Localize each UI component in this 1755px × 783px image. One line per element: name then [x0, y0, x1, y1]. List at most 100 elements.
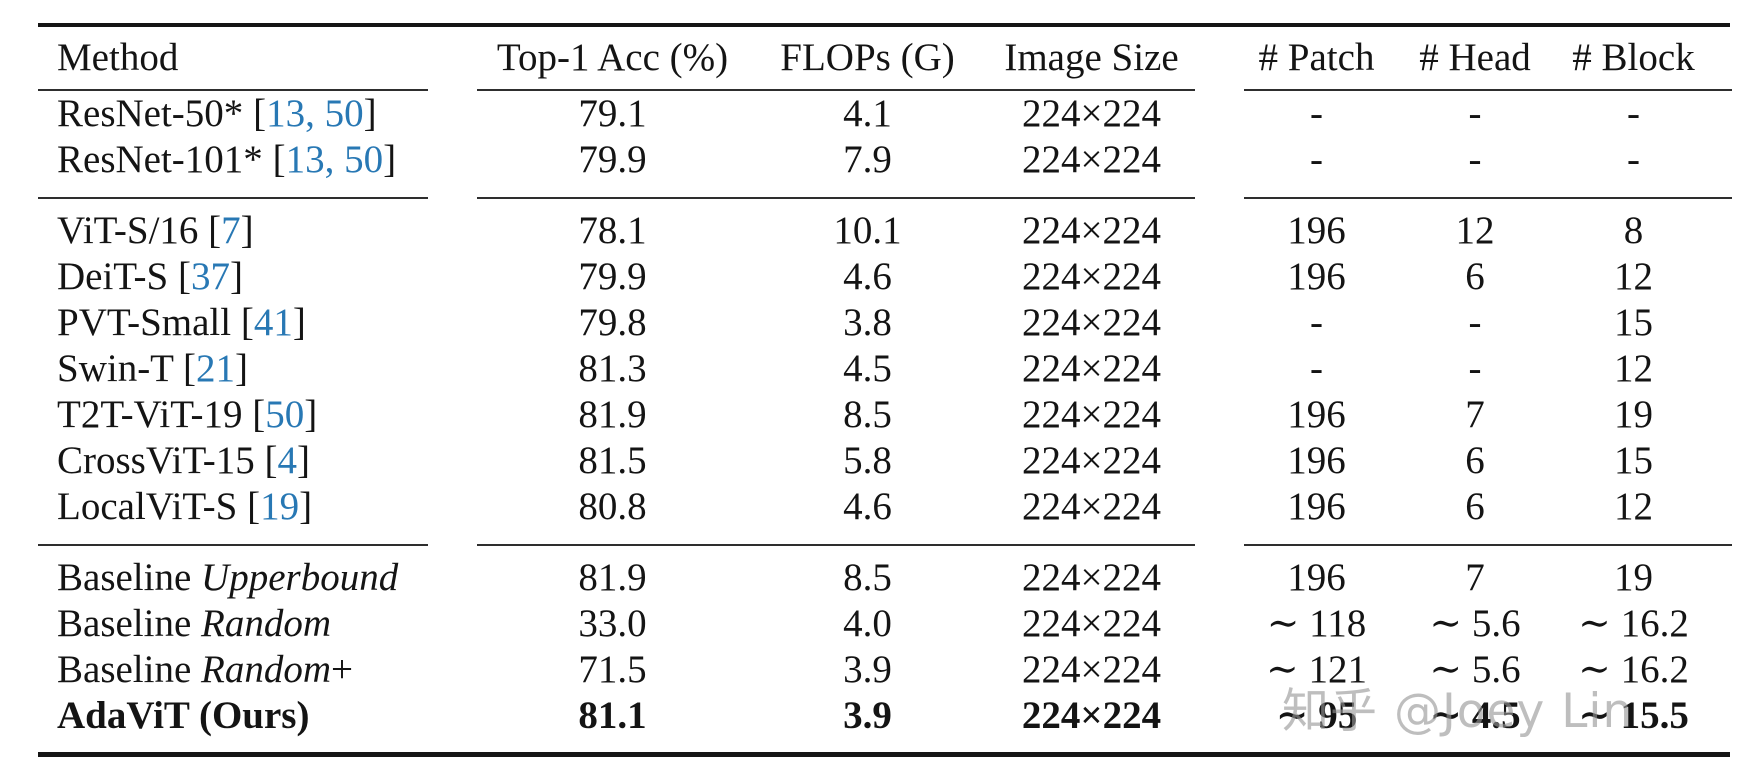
citation-link[interactable]: 13, 50	[266, 92, 364, 135]
header-underline-rules	[30, 89, 1732, 91]
acc-cell: 81.3	[578, 347, 647, 390]
size-cell: 224×224	[1022, 138, 1161, 181]
flops-cell: 5.8	[843, 439, 892, 482]
citation-bracket-close: ]	[297, 439, 310, 482]
acc-cell: 79.9	[578, 138, 647, 181]
table-row: PVT-Small [41] 79.8 3.8 224×224 - - 15	[30, 300, 1732, 346]
method-cell: Baseline Random+	[30, 647, 455, 693]
acc-cell: 80.8	[578, 485, 647, 528]
method-name: AdaViT (Ours)	[57, 694, 310, 737]
citation-bracket-close: ]	[240, 209, 254, 252]
citation-link[interactable]: 50	[265, 393, 305, 436]
acc-cell: 71.5	[578, 648, 647, 691]
patch-cell: -	[1310, 92, 1323, 135]
block-cell: 12	[1614, 485, 1653, 528]
block-cell: ∼ 16.2	[1578, 648, 1689, 691]
flops-cell: 4.1	[843, 92, 892, 135]
patch-cell: 196	[1287, 209, 1346, 252]
citation-link[interactable]: 21	[196, 347, 236, 390]
acc-cell: 79.1	[578, 92, 647, 135]
method-cell: ResNet-50* [13, 50]	[30, 91, 455, 137]
head-cell: -	[1468, 347, 1482, 390]
citation-bracket-close: ]	[299, 485, 313, 528]
head-cell: 6	[1465, 485, 1485, 528]
table-row: ResNet-101* [13, 50] 79.9 7.9 224×224 - …	[30, 137, 1732, 183]
head-cell: -	[1468, 301, 1482, 344]
citation-link[interactable]: 37	[190, 255, 230, 298]
flops-cell: 8.5	[843, 393, 892, 436]
citation-link[interactable]: 41	[253, 301, 293, 344]
block-cell: 15	[1614, 301, 1653, 344]
citation-bracket-open: [	[177, 255, 191, 298]
citation-bracket-close: ]	[292, 301, 306, 344]
method-cell: LocalViT-S [19]	[30, 484, 455, 530]
rule-segment-arch	[1244, 197, 1732, 199]
patch-cell: -	[1310, 347, 1323, 390]
head-cell: -	[1468, 138, 1482, 181]
head-cell: 7	[1465, 393, 1485, 436]
col-header-image-size: Image Size	[1004, 36, 1179, 79]
method-variant: Upperbound	[201, 556, 399, 599]
table-row: Baseline Random 33.0 4.0 224×224 ∼ 118 ∼…	[30, 601, 1732, 647]
size-cell: 224×224	[1022, 255, 1161, 298]
table-row: DeiT-S [37] 79.9 4.6 224×224 196 6 12	[30, 254, 1732, 300]
col-header-method: Method	[57, 36, 179, 79]
citation-bracket-close: ]	[383, 138, 397, 181]
block-cell: ∼ 16.2	[1578, 602, 1689, 645]
citation-bracket-close: ]	[229, 255, 243, 298]
flops-cell: 7.9	[843, 138, 892, 181]
table-group-vit: ViT-S/16 [7] 78.1 10.1 224×224 196 12 8 …	[30, 208, 1732, 530]
size-cell: 224×224	[1022, 347, 1161, 390]
head-cell: 12	[1455, 209, 1495, 252]
block-cell: ∼ 15.5	[1578, 694, 1689, 737]
method-name: CrossViT-15	[57, 439, 265, 482]
acc-cell: 81.5	[578, 439, 647, 482]
method-name: DeiT-S	[57, 255, 178, 298]
patch-cell: ∼ 95	[1275, 694, 1358, 737]
size-cell: 224×224	[1022, 92, 1161, 135]
method-name: Baseline	[57, 556, 202, 599]
block-cell: 15	[1614, 439, 1653, 482]
method-cell: Swin-T [21]	[30, 346, 455, 392]
citation-link[interactable]: 19	[260, 485, 300, 528]
patch-cell: 196	[1287, 556, 1346, 599]
flops-cell: 3.9	[843, 694, 892, 737]
method-cell: ResNet-101* [13, 50]	[30, 137, 455, 183]
block-cell: 12	[1614, 255, 1653, 298]
citation-bracket-open: [	[240, 301, 254, 344]
rule-segment-arch	[1244, 89, 1732, 91]
acc-cell: 81.1	[578, 694, 647, 737]
head-cell: ∼ 4.5	[1429, 694, 1521, 737]
size-cell: 224×224	[1022, 301, 1161, 344]
table-row: Baseline Random+ 71.5 3.9 224×224 ∼ 121 …	[30, 647, 1732, 693]
block-cell: 19	[1614, 393, 1653, 436]
flops-cell: 10.1	[833, 209, 902, 252]
citation-link[interactable]: 7	[221, 209, 241, 252]
patch-cell: -	[1310, 301, 1323, 344]
citation-link[interactable]: 4	[277, 439, 298, 482]
citation-bracket-open: [	[183, 347, 197, 390]
method-cell: AdaViT (Ours)	[30, 693, 455, 739]
table-group-ours: Baseline Upperbound 81.9 8.5 224×224 196…	[30, 555, 1732, 739]
table-row: CrossViT-15 [4] 81.5 5.8 224×224 196 6 1…	[30, 438, 1732, 484]
block-cell: -	[1627, 92, 1640, 135]
acc-cell: 81.9	[578, 556, 647, 599]
table-row: T2T-ViT-19 [50] 81.9 8.5 224×224 196 7 1…	[30, 392, 1732, 438]
table-row: ViT-S/16 [7] 78.1 10.1 224×224 196 12 8	[30, 208, 1732, 254]
patch-cell: 196	[1287, 439, 1346, 482]
method-variant-suffix: +	[331, 648, 354, 691]
head-cell: ∼ 5.6	[1429, 602, 1521, 645]
citation-link[interactable]: 13, 50	[285, 138, 384, 181]
method-name: Swin-T	[57, 347, 184, 390]
head-cell: 6	[1465, 255, 1485, 298]
size-cell: 224×224	[1021, 694, 1162, 737]
patch-cell: 196	[1287, 393, 1346, 436]
method-cell: DeiT-S [37]	[30, 254, 455, 300]
patch-cell: ∼ 118	[1266, 602, 1367, 645]
col-header-top1-acc: Top-1 Acc (%)	[496, 36, 729, 79]
rule-segment-metrics	[477, 197, 1195, 199]
flops-cell: 3.9	[843, 648, 892, 691]
size-cell: 224×224	[1022, 602, 1161, 645]
block-cell: 12	[1614, 347, 1653, 390]
